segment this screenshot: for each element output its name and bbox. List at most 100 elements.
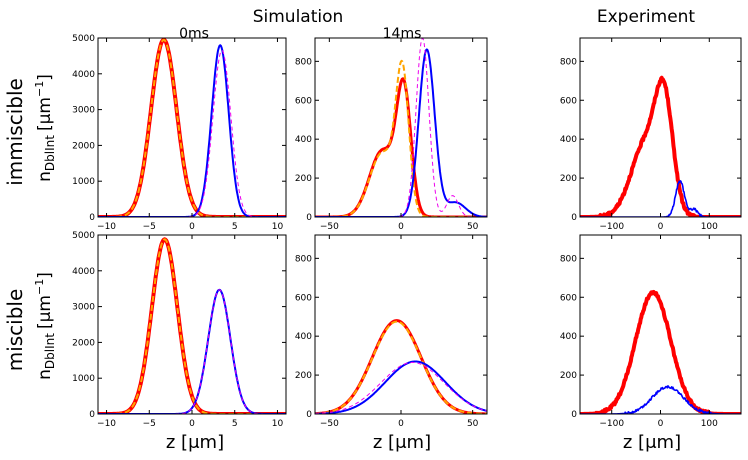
series-sim-magenta (98, 289, 286, 414)
x-tick-label: 0 (658, 419, 664, 429)
y-tick-label: 5000 (72, 231, 95, 241)
x-tick-label: −100 (599, 222, 624, 232)
series-sim-blue (315, 360, 487, 414)
y-axis-label-top: nDblInt [μm−1] (33, 74, 57, 182)
header-experiment: Experiment (597, 7, 696, 27)
ylabel-unit: [μm (35, 97, 55, 131)
row-label-miscible: miscible (3, 289, 27, 372)
y-tick-label: 400 (560, 332, 577, 342)
x-tick-label: −100 (599, 419, 624, 429)
x-tick-label: 5 (232, 419, 238, 429)
y-tick-label: 4000 (72, 70, 95, 80)
ylabel-n: n (35, 171, 55, 182)
series-group (580, 75, 741, 217)
y-tick-label: 0 (306, 213, 312, 223)
y-tick-label: 0 (306, 410, 312, 420)
panel-imm-exp: −100 0 100 0 200 400 600 800 (560, 37, 742, 232)
series-sim-red (98, 237, 286, 414)
x-tick-label: 100 (701, 222, 718, 232)
x-tick-label: 0 (189, 419, 195, 429)
x-tick-label: 10 (272, 222, 284, 232)
ylabel-exp: −1 (33, 279, 46, 295)
x-tick-label: 0 (398, 222, 404, 232)
y-tick-label: 4000 (72, 267, 95, 277)
series-sim-red (98, 37, 286, 217)
x-axis-label-experiment: z [μm] (623, 432, 681, 453)
series-sim-orange (315, 320, 487, 414)
y-tick-label: 800 (295, 57, 312, 67)
ylabel-sub: DblInt (43, 333, 57, 369)
x-axis-label-0ms: z [μm] (166, 432, 224, 453)
y-tick-label: 3000 (72, 106, 95, 116)
y-tick-label: 600 (295, 293, 312, 303)
series-group (315, 319, 487, 414)
y-tick-label: 0 (571, 213, 577, 223)
axes-frame (314, 234, 488, 415)
header-simulation: Simulation (253, 7, 344, 27)
series-sim-magenta (315, 361, 487, 414)
y-tick-label: 800 (560, 254, 577, 264)
series-group (580, 290, 741, 414)
ylabel-exp: −1 (33, 81, 46, 97)
y-tick-label: 3000 (72, 303, 95, 313)
ylabel-close: ] (35, 272, 55, 279)
panel-mis-exp: −100 0 100 0 200 400 600 800 (560, 234, 742, 429)
series-sim-red (315, 77, 487, 217)
x-tick-label: −5 (143, 419, 156, 429)
y-axis-label-bottom: nDblInt [μm−1] (33, 272, 57, 380)
y-tick-label: 2000 (72, 141, 95, 151)
x-tick-label: −50 (320, 419, 339, 429)
y-tick-label: 2000 (72, 338, 95, 348)
y-tick-label: 400 (295, 135, 312, 145)
series-exp-red (580, 75, 741, 217)
panel-mis-14ms: −50 0 50 0 200 400 600 800 (295, 234, 488, 429)
x-tick-label: 0 (189, 222, 195, 232)
y-tick-label: 600 (560, 293, 577, 303)
panel-mis-0ms: −10 −5 0 5 10 0 1000 2000 3000 4000 5000 (72, 231, 287, 429)
y-tick-label: 200 (560, 174, 577, 184)
y-tick-label: 200 (295, 174, 312, 184)
series-sim-orange (98, 238, 286, 414)
x-tick-label: −10 (97, 222, 116, 232)
y-tick-label: 0 (89, 410, 95, 420)
y-tick-label: 1000 (72, 374, 95, 384)
series-group (98, 237, 286, 414)
x-tick-label: 50 (467, 222, 479, 232)
x-tick-label: −50 (320, 222, 339, 232)
ylabel-sub: DblInt (43, 135, 57, 171)
y-tick-label: 0 (571, 410, 577, 420)
y-tick-label: 400 (560, 135, 577, 145)
ylabel-n: n (35, 369, 55, 380)
y-tick-label: 600 (295, 96, 312, 106)
y-tick-label: 200 (560, 371, 577, 381)
series-exp-blue (580, 180, 741, 217)
axes-frame (579, 234, 742, 415)
axes-frame (97, 37, 287, 218)
panel-imm-14ms: −50 0 50 0 200 400 600 800 (295, 37, 488, 232)
x-tick-label: −10 (97, 419, 116, 429)
y-tick-label: 5000 (72, 34, 95, 44)
y-tick-label: 800 (295, 254, 312, 264)
series-sim-blue (98, 44, 286, 217)
row-label-immiscible: immiscible (3, 78, 27, 186)
x-tick-label: 5 (232, 222, 238, 232)
x-tick-label: 10 (272, 419, 284, 429)
y-tick-label: 400 (295, 332, 312, 342)
y-tick-label: 1000 (72, 177, 95, 187)
y-tick-label: 200 (295, 371, 312, 381)
y-tick-label: 600 (560, 96, 577, 106)
series-group (98, 37, 286, 217)
series-sim-orange (98, 38, 286, 217)
axes-frame (97, 234, 287, 415)
series-exp-red (580, 290, 741, 414)
x-tick-label: −5 (143, 222, 156, 232)
x-tick-label: 0 (658, 222, 664, 232)
ylabel-close: ] (35, 74, 55, 81)
y-tick-label: 800 (560, 57, 577, 67)
axes-frame (579, 37, 742, 218)
column-14ms: 14ms (383, 26, 422, 42)
panel-imm-0ms: −10 −5 0 5 10 0 1000 2000 3000 4000 5000 (72, 34, 287, 232)
column-0ms: 0ms (179, 26, 209, 42)
